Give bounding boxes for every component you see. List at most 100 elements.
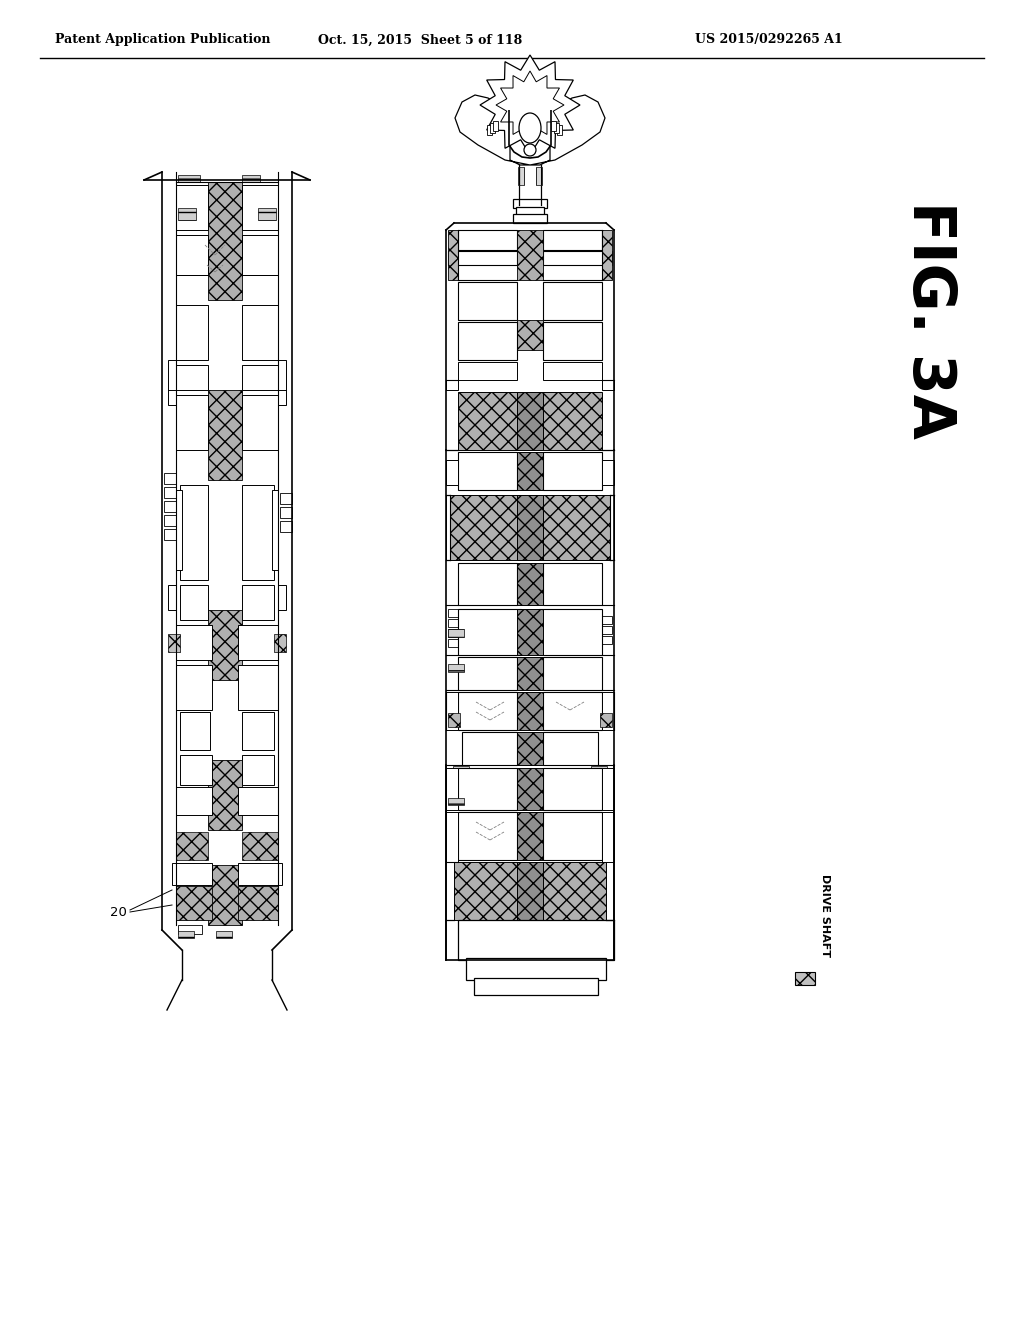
- Bar: [610, 495, 614, 560]
- Bar: [178, 931, 194, 939]
- Bar: [602, 812, 614, 862]
- Bar: [453, 766, 469, 772]
- Bar: [458, 451, 517, 490]
- Bar: [518, 168, 524, 185]
- Polygon shape: [480, 55, 580, 154]
- Bar: [208, 389, 242, 480]
- Bar: [172, 863, 212, 884]
- Bar: [208, 182, 242, 300]
- Bar: [517, 495, 543, 560]
- Bar: [454, 862, 525, 920]
- Bar: [208, 865, 242, 925]
- Bar: [543, 733, 598, 766]
- Bar: [446, 692, 458, 730]
- Bar: [242, 366, 278, 389]
- Bar: [449, 630, 464, 638]
- Bar: [242, 395, 278, 450]
- Bar: [280, 521, 292, 532]
- Bar: [278, 585, 286, 610]
- Bar: [602, 692, 614, 730]
- Bar: [176, 366, 208, 389]
- Bar: [242, 755, 274, 785]
- Bar: [517, 768, 543, 810]
- Bar: [164, 529, 176, 540]
- Bar: [543, 451, 602, 490]
- Bar: [446, 459, 458, 484]
- Bar: [543, 322, 602, 360]
- Bar: [238, 665, 278, 710]
- Bar: [242, 235, 278, 275]
- Bar: [176, 886, 212, 920]
- Bar: [602, 380, 614, 389]
- Bar: [517, 692, 543, 730]
- Bar: [543, 812, 602, 861]
- Bar: [517, 392, 543, 450]
- Bar: [274, 634, 286, 652]
- Bar: [278, 360, 286, 405]
- Bar: [242, 832, 278, 861]
- Bar: [449, 639, 459, 647]
- Bar: [178, 209, 196, 220]
- Bar: [446, 812, 458, 862]
- Bar: [242, 585, 274, 620]
- Bar: [458, 920, 614, 960]
- Bar: [458, 322, 517, 360]
- Bar: [517, 657, 543, 690]
- Bar: [238, 787, 278, 814]
- Ellipse shape: [519, 114, 541, 143]
- Bar: [513, 199, 547, 209]
- Bar: [242, 176, 260, 182]
- Bar: [543, 251, 612, 265]
- Bar: [242, 305, 278, 360]
- Bar: [280, 507, 292, 517]
- Bar: [517, 451, 543, 490]
- Bar: [602, 230, 612, 280]
- Bar: [535, 862, 606, 920]
- Bar: [176, 624, 212, 660]
- Bar: [601, 636, 612, 644]
- Bar: [458, 692, 517, 730]
- Bar: [446, 380, 458, 389]
- Bar: [180, 755, 212, 785]
- Bar: [168, 360, 176, 405]
- Bar: [601, 626, 612, 634]
- Bar: [458, 812, 517, 861]
- Bar: [517, 862, 543, 920]
- Circle shape: [524, 144, 536, 156]
- Bar: [176, 305, 208, 360]
- Bar: [164, 515, 176, 525]
- Bar: [176, 665, 212, 710]
- Bar: [458, 768, 517, 810]
- Bar: [242, 185, 278, 230]
- Bar: [543, 564, 602, 605]
- Bar: [242, 484, 274, 579]
- Bar: [180, 711, 210, 750]
- Bar: [449, 251, 517, 265]
- Polygon shape: [530, 95, 605, 165]
- Bar: [176, 395, 208, 450]
- Bar: [446, 495, 450, 560]
- Text: FIG. 3A: FIG. 3A: [901, 201, 958, 440]
- Bar: [557, 125, 562, 135]
- Text: DRIVE SHAFT: DRIVE SHAFT: [820, 874, 830, 957]
- Text: US 2015/0292265 A1: US 2015/0292265 A1: [695, 33, 843, 46]
- Bar: [178, 925, 202, 935]
- Bar: [216, 931, 232, 939]
- Bar: [450, 495, 525, 560]
- Polygon shape: [496, 71, 564, 139]
- Bar: [536, 168, 542, 185]
- Bar: [449, 230, 458, 280]
- Bar: [517, 230, 543, 280]
- Bar: [543, 362, 602, 380]
- Bar: [602, 459, 614, 484]
- Bar: [176, 832, 208, 861]
- Bar: [164, 473, 176, 484]
- Bar: [493, 121, 498, 131]
- Bar: [551, 121, 556, 131]
- Bar: [458, 657, 517, 690]
- Bar: [272, 490, 278, 570]
- Text: 20: 20: [110, 906, 126, 919]
- Bar: [474, 978, 598, 995]
- Bar: [543, 692, 602, 730]
- Bar: [462, 733, 517, 766]
